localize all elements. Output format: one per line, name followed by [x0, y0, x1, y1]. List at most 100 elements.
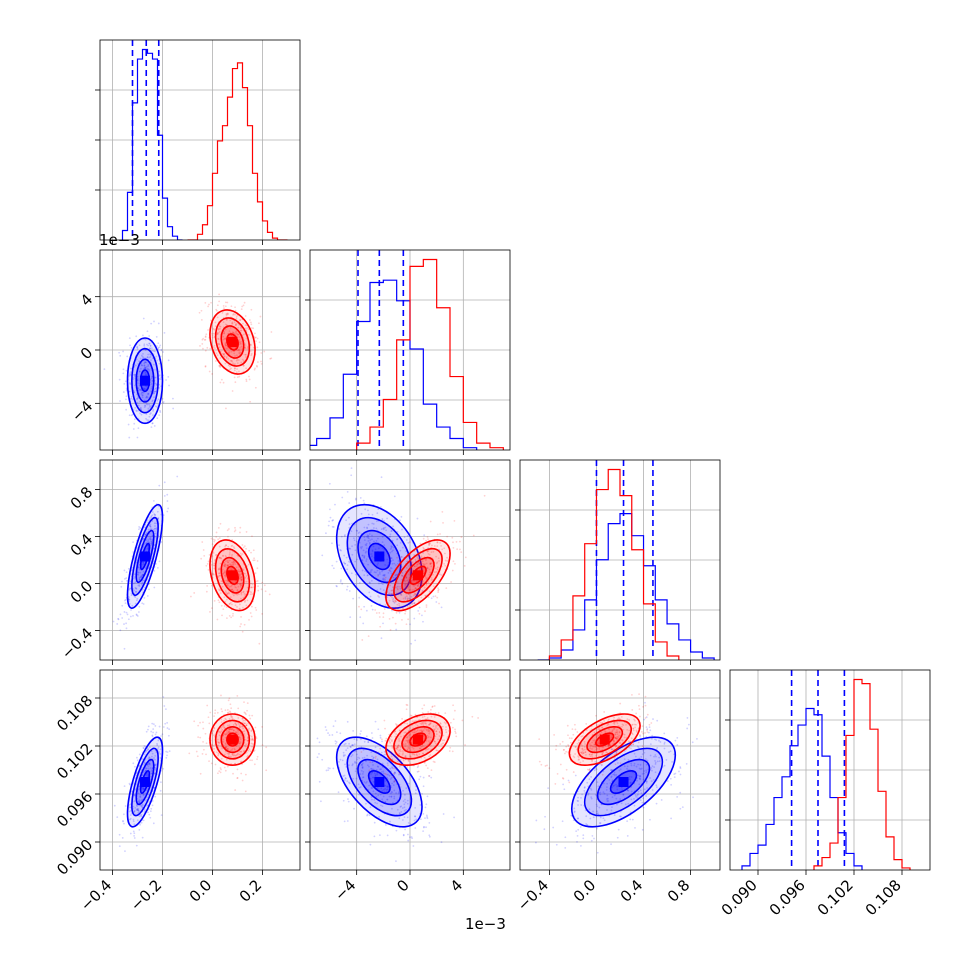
scatter-point [158, 362, 161, 365]
scatter-point [150, 730, 153, 733]
scatter-point [136, 381, 139, 384]
scatter-point [154, 527, 157, 530]
scatter-point [138, 815, 141, 818]
scatter-point [224, 305, 227, 308]
scatter-point [406, 802, 409, 805]
scatter-point [410, 562, 413, 564]
scatter-point [142, 787, 145, 790]
scatter-point [250, 321, 252, 324]
scatter-point [654, 738, 656, 741]
scatter-point [390, 547, 393, 549]
scatter-point [166, 510, 169, 513]
scatter-point [580, 751, 583, 754]
scatter-point [616, 788, 619, 791]
scatter-point [434, 712, 437, 715]
scatter-point [363, 539, 366, 541]
scatter-point [124, 380, 127, 383]
scatter-point [564, 836, 567, 839]
scatter-point [133, 811, 135, 814]
scatter-point [366, 813, 369, 816]
scatter-point [230, 584, 233, 587]
scatter-point [152, 529, 155, 531]
scatter-point [374, 609, 377, 611]
scatter-point [378, 573, 381, 575]
scatter-point [418, 562, 421, 565]
scatter-point [123, 569, 126, 572]
scatter-point [235, 731, 237, 733]
scatter-point [134, 581, 137, 584]
scatter-point [381, 738, 383, 741]
scatter-point [681, 806, 684, 809]
scatter-point [236, 589, 239, 591]
scatter-point [223, 330, 225, 333]
scatter-point [245, 743, 248, 746]
scatter-point [673, 753, 675, 756]
scatter-point [649, 818, 651, 821]
scatter-point [365, 542, 368, 545]
scatter-point [384, 727, 386, 730]
scatter-point [584, 751, 587, 754]
scatter-point [620, 786, 623, 789]
scatter-point [325, 729, 328, 732]
contour-line [596, 758, 651, 806]
scatter-point [141, 803, 143, 806]
scatter-point [407, 581, 410, 584]
contour-line [126, 736, 164, 828]
scatter-point [627, 758, 630, 761]
scatter-point [139, 388, 142, 391]
scatter-point [237, 568, 240, 571]
scatter-point [633, 804, 636, 807]
scatter-point [397, 588, 399, 591]
scatter-point [401, 546, 404, 549]
scatter-point [395, 860, 397, 863]
scatter-point [412, 845, 415, 847]
scatter-point [156, 399, 159, 402]
scatter-point [229, 359, 232, 362]
scatter-point [446, 560, 449, 562]
scatter-point [399, 750, 402, 753]
scatter-point [371, 550, 374, 553]
scatter-point [646, 787, 649, 789]
scatter-point [544, 815, 546, 818]
scatter-point [129, 371, 132, 374]
scatter-point [617, 717, 620, 719]
scatter-point [158, 346, 161, 349]
scatter-point [148, 524, 151, 527]
scatter-point [207, 329, 209, 331]
scatter-point [404, 610, 407, 613]
scatter-point [241, 579, 243, 582]
scatter-point [384, 604, 387, 606]
scatter-point [444, 559, 447, 562]
scatter-point [228, 728, 231, 731]
scatter-point [229, 319, 232, 322]
scatter-point [261, 612, 263, 615]
scatter-point [146, 595, 149, 597]
density-peak [140, 375, 150, 386]
scatter-point [218, 574, 221, 577]
scatter-point [235, 315, 238, 318]
scatter-point [383, 544, 386, 547]
scatter-point [150, 426, 153, 429]
scatter-point [409, 733, 412, 736]
scatter-point [360, 751, 363, 753]
scatter-point [167, 375, 170, 378]
scatter-point [601, 746, 604, 749]
scatter-point [365, 782, 367, 784]
scatter-point [396, 587, 399, 590]
scatter-point [338, 544, 340, 547]
scatter-point [234, 363, 236, 365]
scatter-point [260, 360, 262, 363]
scatter-point [162, 726, 165, 728]
scatter-point [394, 564, 397, 566]
scatter-point [404, 583, 406, 586]
scatter-point [243, 601, 246, 603]
scatter-point [440, 841, 443, 844]
scatter-point [225, 318, 228, 321]
scatter-point [161, 733, 164, 736]
scatter-point [332, 725, 335, 728]
scatter-point [130, 609, 132, 611]
scatter-point [416, 729, 419, 732]
scatter-point [421, 745, 424, 747]
scatter-point [401, 717, 403, 720]
scatter-point [553, 734, 556, 736]
